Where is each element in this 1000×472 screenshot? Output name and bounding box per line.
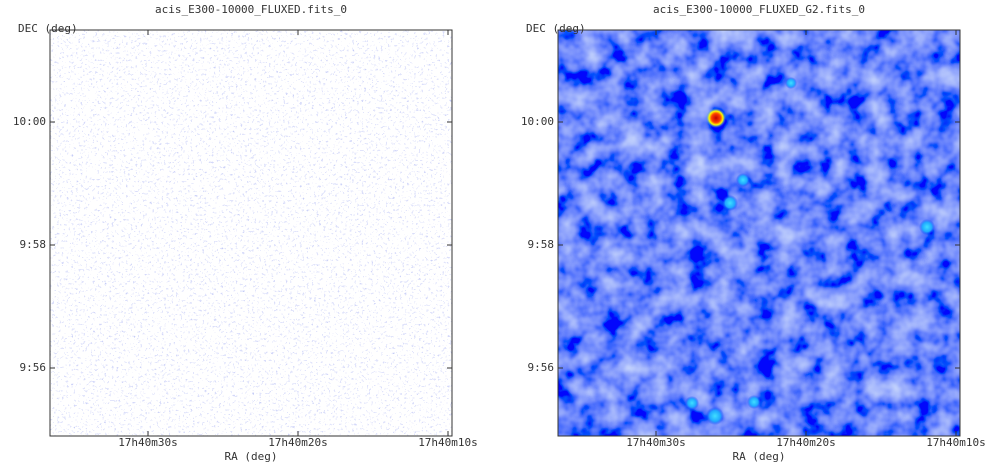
bright-source (706, 108, 726, 128)
y-axis-label: DEC (deg) (18, 22, 78, 35)
y-tick-label: 9:56 (528, 361, 555, 374)
source (736, 173, 750, 187)
image-raw (50, 30, 452, 436)
y-tick-label: 9:58 (20, 238, 47, 251)
source (785, 77, 797, 89)
source (747, 395, 761, 409)
x-tick-label: 17h40m10s (418, 436, 478, 449)
source (685, 396, 699, 410)
y-axis-label: DEC (deg) (526, 22, 586, 35)
panel-title: acis_E300-10000_FLUXED_G2.fits_0 (653, 3, 865, 16)
x-tick-label: 17h40m10s (926, 436, 986, 449)
y-tick-label: 10:00 (521, 115, 554, 128)
x-tick-label: 17h40m20s (268, 436, 328, 449)
panel-title: acis_E300-10000_FLUXED.fits_0 (155, 3, 347, 16)
y-tick-label: 9:56 (20, 361, 47, 374)
x-axis-label: RA (deg) (733, 450, 786, 463)
x-tick-label: 17h40m30s (118, 436, 178, 449)
plot-frame (49, 29, 453, 437)
x-tick-label: 17h40m20s (776, 436, 836, 449)
source (706, 407, 724, 425)
y-tick-label: 10:00 (13, 115, 46, 128)
image-smoothed (558, 30, 960, 436)
source (722, 195, 738, 211)
x-axis-label: RA (deg) (225, 450, 278, 463)
y-tick-label: 9:58 (528, 238, 555, 251)
source (919, 219, 935, 235)
plot-frame (557, 29, 961, 437)
image-noise (558, 30, 960, 436)
x-tick-label: 17h40m30s (626, 436, 686, 449)
